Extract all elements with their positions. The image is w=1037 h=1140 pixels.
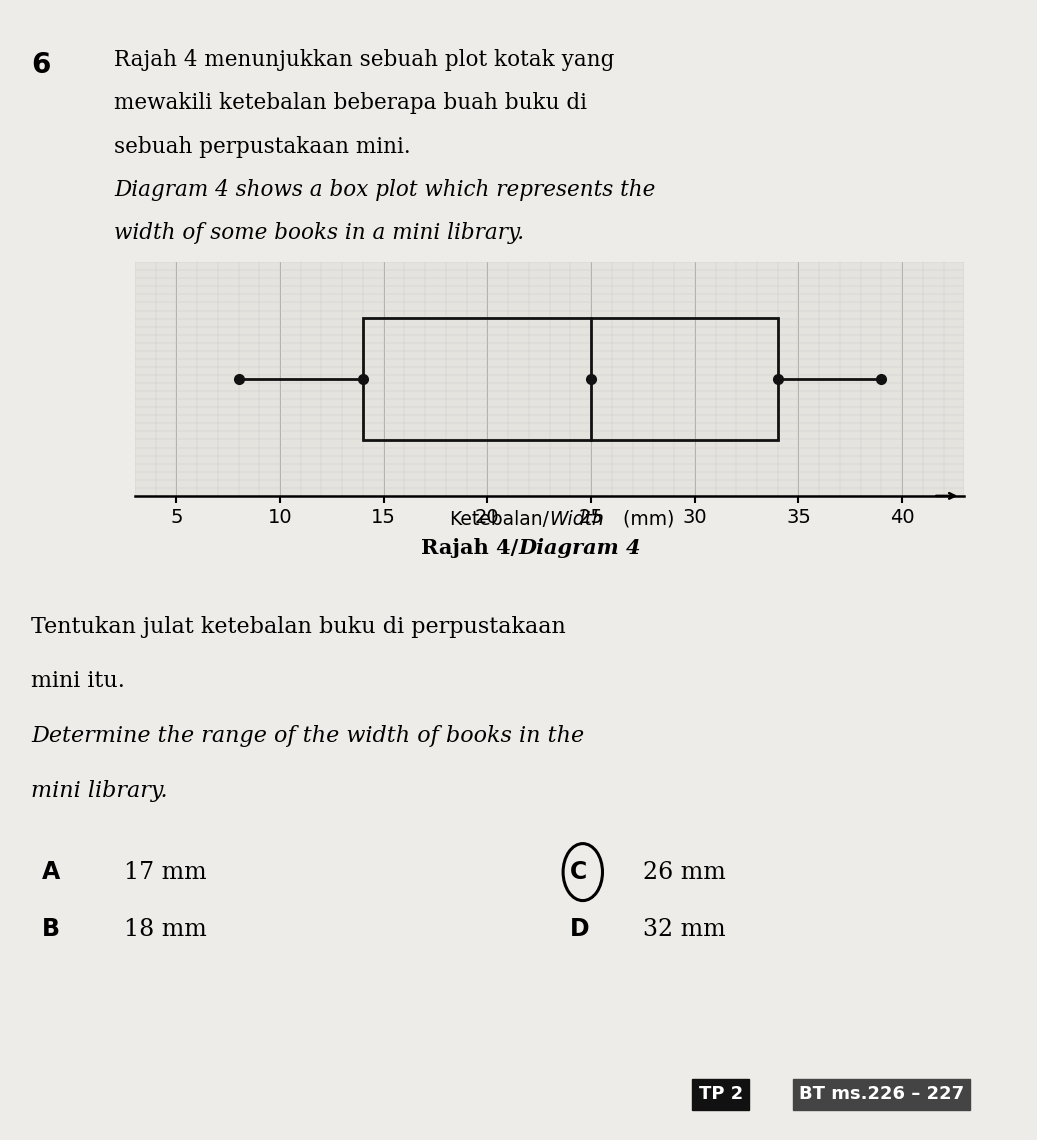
Text: D: D — [570, 917, 590, 942]
Text: mewakili ketebalan beberapa buah buku di: mewakili ketebalan beberapa buah buku di — [114, 92, 587, 114]
Text: Tentukan julat ketebalan buku di perpustakaan: Tentukan julat ketebalan buku di perpust… — [31, 616, 566, 637]
Text: 26 mm: 26 mm — [643, 861, 726, 884]
Text: sebuah perpustakaan mini.: sebuah perpustakaan mini. — [114, 136, 411, 157]
Text: Width: Width — [550, 510, 605, 529]
Text: A: A — [41, 860, 60, 885]
Text: 17 mm: 17 mm — [124, 861, 207, 884]
Text: TP 2: TP 2 — [699, 1085, 742, 1104]
Text: Diagram 4: Diagram 4 — [518, 538, 641, 559]
Text: 6: 6 — [31, 51, 51, 80]
Text: mini itu.: mini itu. — [31, 670, 125, 692]
Text: Rajah 4/: Rajah 4/ — [421, 538, 518, 559]
Text: (mm): (mm) — [617, 510, 674, 529]
Text: B: B — [41, 917, 59, 942]
Text: 32 mm: 32 mm — [643, 918, 726, 940]
Text: 18 mm: 18 mm — [124, 918, 207, 940]
Text: Determine the range of the width of books in the: Determine the range of the width of book… — [31, 725, 584, 747]
Text: width of some books in a mini library.: width of some books in a mini library. — [114, 222, 524, 244]
Text: Rajah 4 menunjukkan sebuah plot kotak yang: Rajah 4 menunjukkan sebuah plot kotak ya… — [114, 49, 615, 71]
Text: C: C — [570, 860, 588, 885]
Text: Ketebalan/: Ketebalan/ — [450, 510, 550, 529]
Text: Diagram 4 shows a box plot which represents the: Diagram 4 shows a box plot which represe… — [114, 179, 655, 201]
Text: mini library.: mini library. — [31, 780, 168, 801]
Text: BT ms.226 – 227: BT ms.226 – 227 — [798, 1085, 964, 1104]
Bar — [363, 318, 778, 440]
